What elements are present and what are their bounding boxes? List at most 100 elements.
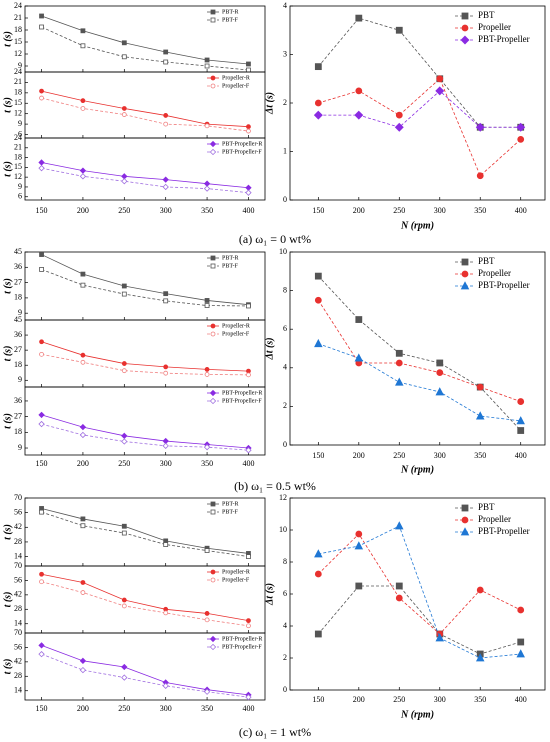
series-line xyxy=(318,585,521,655)
marker xyxy=(121,112,127,117)
plot-frame xyxy=(24,319,266,388)
marker xyxy=(246,303,251,309)
marker xyxy=(355,87,363,95)
y-tick-label: 0 xyxy=(283,685,287,694)
legend-label: PBT-Propeller xyxy=(478,34,530,44)
legend-marker xyxy=(209,397,217,405)
plot-frame xyxy=(24,137,266,201)
legend-label: PBT xyxy=(478,256,495,266)
legend-label: Propeller-F xyxy=(222,83,250,89)
x-axis-label: N (rpm) xyxy=(400,220,434,231)
marker xyxy=(394,122,404,132)
x-tick-label: 250 xyxy=(118,459,130,468)
marker xyxy=(39,13,44,19)
y-tick-label: 28 xyxy=(14,671,22,680)
legend-label: PBT-Propeller-R xyxy=(222,141,262,147)
y-tick-label: 18 xyxy=(14,427,22,436)
series-line xyxy=(318,525,521,659)
y-axis-label: t (s) xyxy=(2,31,13,47)
x-tick-label: 250 xyxy=(393,695,405,704)
marker xyxy=(80,43,86,49)
y-tick-label: 9 xyxy=(18,61,22,70)
marker xyxy=(245,447,252,454)
y-axis-label: Δt (s) xyxy=(264,92,275,115)
marker xyxy=(246,61,251,67)
x-tick-label: 400 xyxy=(242,459,254,468)
y-tick-label: 18 xyxy=(14,152,22,161)
marker xyxy=(79,431,87,439)
y-tick-label: 42 xyxy=(14,522,22,531)
legend-label: Propeller-R xyxy=(222,569,250,575)
y-tick-label: 8 xyxy=(283,285,287,294)
marker xyxy=(79,167,87,174)
x-tick-label: 200 xyxy=(77,206,89,215)
marker xyxy=(121,283,127,289)
marker xyxy=(38,650,45,658)
marker xyxy=(314,272,322,280)
x-tick-label: 400 xyxy=(515,206,527,215)
marker xyxy=(313,110,323,120)
legend-label: PBT-Propeller-F xyxy=(222,149,262,155)
x-tick-label: 350 xyxy=(474,451,486,460)
legend-marker xyxy=(209,635,217,643)
marker xyxy=(162,183,169,191)
marker xyxy=(204,298,210,303)
marker xyxy=(79,657,87,664)
marker xyxy=(355,316,363,323)
series-line xyxy=(318,90,521,128)
marker xyxy=(516,122,526,132)
marker xyxy=(355,582,363,590)
marker xyxy=(121,597,127,603)
series-line xyxy=(318,78,521,177)
marker xyxy=(121,54,127,60)
legend-marker xyxy=(210,323,216,329)
y-tick-label: 42 xyxy=(14,657,22,666)
y-tick-label: 12 xyxy=(14,109,22,118)
x-tick-label: 350 xyxy=(474,695,486,704)
legend-marker xyxy=(210,509,216,515)
y-tick-label: 27 xyxy=(14,277,22,286)
legend-marker xyxy=(460,527,470,536)
legend-marker xyxy=(210,501,216,507)
marker xyxy=(204,367,210,372)
x-tick-label: 400 xyxy=(242,206,254,215)
legend-marker xyxy=(210,255,216,261)
x-tick-label: 150 xyxy=(36,206,48,215)
legend-label: PBT-R xyxy=(222,9,238,15)
y-tick-label: 0 xyxy=(283,195,287,204)
x-tick-label: 300 xyxy=(434,451,446,460)
marker xyxy=(79,666,87,674)
y-tick-label: 2 xyxy=(283,653,287,662)
marker xyxy=(246,618,251,624)
marker xyxy=(38,420,45,428)
y-axis-label: t (s) xyxy=(2,659,13,675)
marker xyxy=(204,63,210,69)
series-line xyxy=(318,17,521,128)
legend-label: PBT-Propeller-R xyxy=(222,390,262,396)
marker xyxy=(80,98,86,104)
marker xyxy=(395,594,403,602)
marker xyxy=(395,377,404,386)
y-tick-label: 70 xyxy=(14,561,22,570)
y-tick-label: 36 xyxy=(14,396,22,405)
marker xyxy=(516,649,525,658)
x-tick-label: 350 xyxy=(201,206,213,215)
y-tick-label: 15 xyxy=(14,37,22,46)
y-tick-label: 14 xyxy=(14,619,22,628)
x-tick-label: 250 xyxy=(393,206,405,215)
marker xyxy=(163,59,169,65)
legend-marker xyxy=(460,35,470,45)
marker xyxy=(517,398,525,405)
marker xyxy=(204,372,210,377)
x-tick-label: 250 xyxy=(118,704,130,713)
legend-label: Propeller-F xyxy=(222,577,250,583)
legend-marker xyxy=(209,643,217,651)
marker xyxy=(204,123,210,129)
legend-label: PBT-Propeller xyxy=(478,280,530,290)
marker xyxy=(246,623,251,629)
series-line xyxy=(41,353,249,376)
series-line xyxy=(41,508,249,554)
y-tick-label: 28 xyxy=(14,537,22,546)
series-line xyxy=(318,533,521,635)
y-tick-label: 36 xyxy=(14,262,22,271)
